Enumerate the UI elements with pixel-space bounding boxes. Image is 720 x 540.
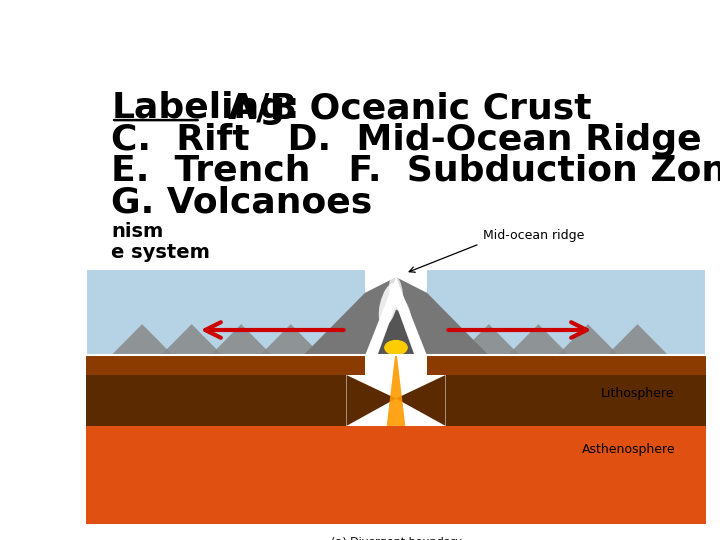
Polygon shape xyxy=(396,375,446,426)
Text: Mid-ocean ridge: Mid-ocean ridge xyxy=(482,229,584,242)
Polygon shape xyxy=(111,324,173,355)
Polygon shape xyxy=(303,277,396,355)
Polygon shape xyxy=(210,324,272,355)
Polygon shape xyxy=(86,426,706,524)
Polygon shape xyxy=(508,324,570,355)
Polygon shape xyxy=(346,375,396,426)
Polygon shape xyxy=(446,375,706,426)
Text: A/B Oceanic Crust: A/B Oceanic Crust xyxy=(203,91,592,125)
Polygon shape xyxy=(396,277,489,355)
Ellipse shape xyxy=(379,283,398,326)
Polygon shape xyxy=(458,324,520,355)
Text: (a) Divergent boundary: (a) Divergent boundary xyxy=(330,537,462,540)
Text: E.  Trench   F.  Subduction Zone: E. Trench F. Subduction Zone xyxy=(111,154,720,188)
Polygon shape xyxy=(606,324,668,355)
Circle shape xyxy=(385,341,407,355)
Polygon shape xyxy=(161,324,222,355)
Polygon shape xyxy=(86,269,365,355)
Text: nism: nism xyxy=(111,222,163,241)
Polygon shape xyxy=(86,355,365,375)
Polygon shape xyxy=(427,269,706,355)
Text: e system: e system xyxy=(111,243,210,262)
Polygon shape xyxy=(377,305,415,355)
Ellipse shape xyxy=(395,294,411,323)
Text: G. Volcanoes: G. Volcanoes xyxy=(111,185,372,219)
Polygon shape xyxy=(86,375,346,426)
Text: C.  Rift   D.  Mid-Ocean Ridge: C. Rift D. Mid-Ocean Ridge xyxy=(111,123,702,157)
Text: Lithosphere: Lithosphere xyxy=(600,387,674,400)
Text: Asthenosphere: Asthenosphere xyxy=(582,443,675,456)
Polygon shape xyxy=(557,324,619,355)
Polygon shape xyxy=(387,348,405,426)
Text: Labeling:: Labeling: xyxy=(111,91,300,125)
Polygon shape xyxy=(427,355,706,375)
Ellipse shape xyxy=(389,275,403,310)
Polygon shape xyxy=(260,324,322,355)
